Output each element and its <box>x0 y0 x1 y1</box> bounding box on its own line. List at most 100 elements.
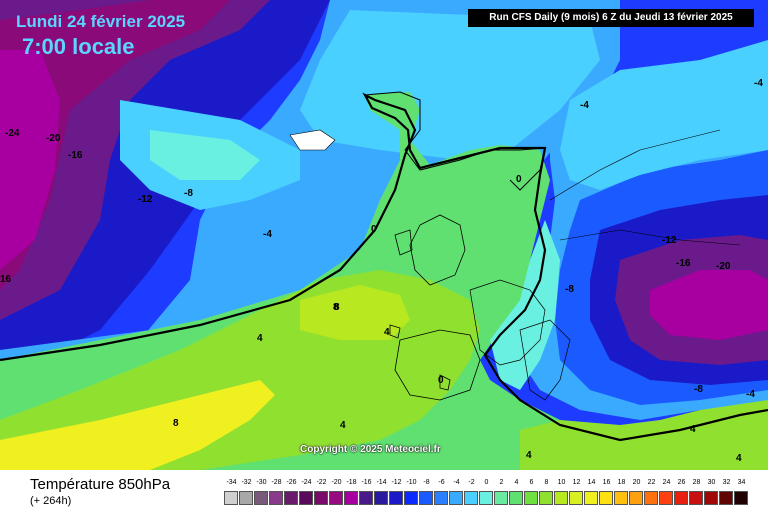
legend-value-label: 18 <box>617 479 626 486</box>
legend-value-label: 20 <box>632 479 641 486</box>
legend-value-label: -10 <box>406 479 417 486</box>
coldest-core-east <box>650 270 768 340</box>
cool-zone-scandinavia <box>560 40 768 190</box>
legend-value-label: 26 <box>677 479 686 486</box>
legend-color-swatch <box>269 491 283 505</box>
legend-color-swatch <box>479 491 493 505</box>
legend-value-label: -6 <box>438 479 445 486</box>
isotherm-label: -12 <box>662 235 677 246</box>
legend-color-swatch <box>464 491 478 505</box>
isotherm-label: 8 <box>334 302 340 313</box>
isotherm-labels: -24 -20 -16 -12 -8 -4 0 8 4 4 0 8 4 -4 0… <box>0 78 763 464</box>
legend-value-label: 12 <box>572 479 581 486</box>
isotherm-label: 4 <box>690 424 696 435</box>
legend-color-swatch <box>674 491 688 505</box>
legend-color-swatch <box>524 491 538 505</box>
legend-color-swatch <box>389 491 403 505</box>
border-east-europe <box>559 229 741 246</box>
legend-value-label: -28 <box>271 479 282 486</box>
legend-value-label: -16 <box>361 479 372 486</box>
isotherm-label: 8 <box>333 302 339 313</box>
coastline-france <box>469 279 546 366</box>
isotherm-label: -20 <box>716 261 731 272</box>
map-footer: Température 850hPa (+ 264h) -34 -32 -30 -28… <box>0 470 768 512</box>
isotherm-label: -4 <box>580 100 589 111</box>
parameter-title: Température 850hPa <box>30 476 171 493</box>
isotherm-label: -4 <box>263 229 272 240</box>
legend-color-swatch <box>434 491 448 505</box>
isotherm-label: -12 <box>138 194 153 205</box>
legend-color-swatch <box>734 491 748 505</box>
legend-color-swatch <box>449 491 463 505</box>
legend-color-swatch <box>344 491 358 505</box>
forecast-lead-time: (+ 264h) <box>30 495 72 507</box>
legend-value-label: -8 <box>423 479 430 486</box>
legend-value-label: 16 <box>602 479 611 486</box>
legend-value-label: -18 <box>346 479 357 486</box>
coastline-corsica <box>389 324 401 339</box>
legend-color-swatch <box>554 491 568 505</box>
legend-value-label: -30 <box>256 479 267 486</box>
legend-color-swatch <box>299 491 313 505</box>
extreme-cold-zone-greenland <box>0 0 230 290</box>
legend-color-swatch <box>254 491 268 505</box>
isotherm-label: 4 <box>340 420 346 431</box>
isotherm-label: -8 <box>694 384 703 395</box>
legend-value-label: -4 <box>453 479 460 486</box>
legend-color-swatch <box>314 491 328 505</box>
legend-color-swatch <box>494 491 508 505</box>
legend-value-label: -32 <box>241 479 252 486</box>
legend-value-label: -12 <box>391 479 402 486</box>
mild-cool-zone-north <box>300 10 600 160</box>
legend-color-swatch <box>509 491 523 505</box>
warmer-zone-iberia <box>300 285 410 340</box>
legend-value-label: 14 <box>587 479 596 486</box>
legend-value-label: 22 <box>647 479 656 486</box>
isotherm-label: 4 <box>384 327 390 338</box>
legend-color-swatch <box>689 491 703 505</box>
legend-color-swatch <box>284 491 298 505</box>
coastline-sardinia <box>439 374 451 391</box>
legend-color-swatch <box>404 491 418 505</box>
legend-color-swatch <box>629 491 643 505</box>
isotherm-label: 0 <box>438 375 444 386</box>
legend-value-label: 30 <box>707 479 716 486</box>
legend-color-swatch <box>539 491 553 505</box>
near-zero-zone-iceland <box>150 130 260 180</box>
iceland-outline <box>289 129 336 151</box>
legend-value-label: 6 <box>529 479 534 486</box>
coldest-core-greenland <box>0 50 60 270</box>
coastline-italy <box>519 319 571 401</box>
legend-color-swatch <box>224 491 238 505</box>
isotherm-label: 0 <box>516 174 522 185</box>
legend-color-swatch <box>659 491 673 505</box>
legend-value-label: -22 <box>316 479 327 486</box>
legend-color-swatch <box>584 491 598 505</box>
warm-zone-southeast <box>520 395 768 470</box>
forecast-time: 7:00 locale <box>22 34 135 59</box>
coastline-ireland <box>394 229 413 256</box>
legend-color-swatch <box>239 491 253 505</box>
legend-value-label: -24 <box>301 479 312 486</box>
legend-value-label: 2 <box>499 479 504 486</box>
isotherm-label: -16 <box>68 150 83 161</box>
legend-value-label: 10 <box>557 479 566 486</box>
temperature-850hpa-map: -24 -20 -16 -12 -8 -4 0 8 4 4 0 8 4 -4 0… <box>0 0 768 470</box>
warmest-zone-atlantic-south <box>0 380 275 470</box>
legend-color-swatch <box>569 491 583 505</box>
isotherm-label: -8 <box>184 188 193 199</box>
legend-value-label: -34 <box>226 479 237 486</box>
isotherm-label: 4 <box>526 450 532 461</box>
isotherm-label: -24 <box>5 128 20 139</box>
legend-color-swatch <box>719 491 733 505</box>
isotherm-label: -4 <box>754 78 763 89</box>
legend-value-label: 0 <box>484 479 489 486</box>
legend-value-label: 24 <box>662 479 671 486</box>
legend-color-swatch <box>644 491 658 505</box>
legend-color-swatch <box>599 491 613 505</box>
legend-value-label: 8 <box>544 479 549 486</box>
coastline-british-isles <box>409 214 466 286</box>
legend-color-swatch <box>329 491 343 505</box>
isotherm-label: -16 <box>676 258 691 269</box>
legend-value-label: 32 <box>722 479 731 486</box>
